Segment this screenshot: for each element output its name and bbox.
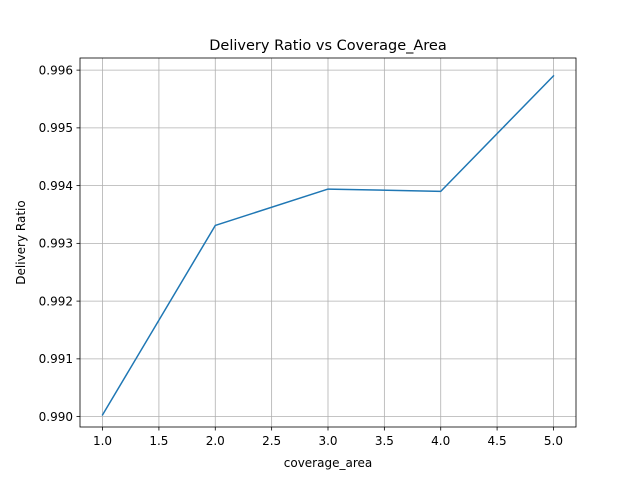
y-tick-label: 0.991 [39,352,73,366]
x-axis-title: coverage_area [284,456,372,470]
grid-lines [80,58,576,427]
x-tick-label: 4.5 [488,434,507,448]
x-tick-label: 1.5 [149,434,168,448]
y-tick-label: 0.996 [39,63,73,77]
x-tick-label: 2.5 [262,434,281,448]
y-tick-label: 0.994 [39,179,73,193]
chart-title: Delivery Ratio vs Coverage_Area [209,38,446,54]
y-axis-title: Delivery Ratio [14,200,28,284]
series-layer [101,74,555,416]
y-tick-label: 0.993 [39,237,73,251]
y-tick-label: 0.992 [39,294,73,308]
y-tick-label: 0.990 [39,410,73,424]
x-tick-label: 1.0 [93,434,112,448]
x-tick-label: 4.0 [431,434,450,448]
x-tick-label: 2.0 [206,434,225,448]
x-tick-label: 3.0 [318,434,337,448]
axis-ticks: 1.0 1.5 2.0 2.5 3.0 3.5 4.0 4.5 5.0 0.990 0.991 0.9… [39,63,563,448]
series-line [101,74,555,416]
x-tick-label: 5.0 [544,434,563,448]
y-tick-label: 0.995 [39,121,73,135]
x-tick-label: 3.5 [375,434,394,448]
